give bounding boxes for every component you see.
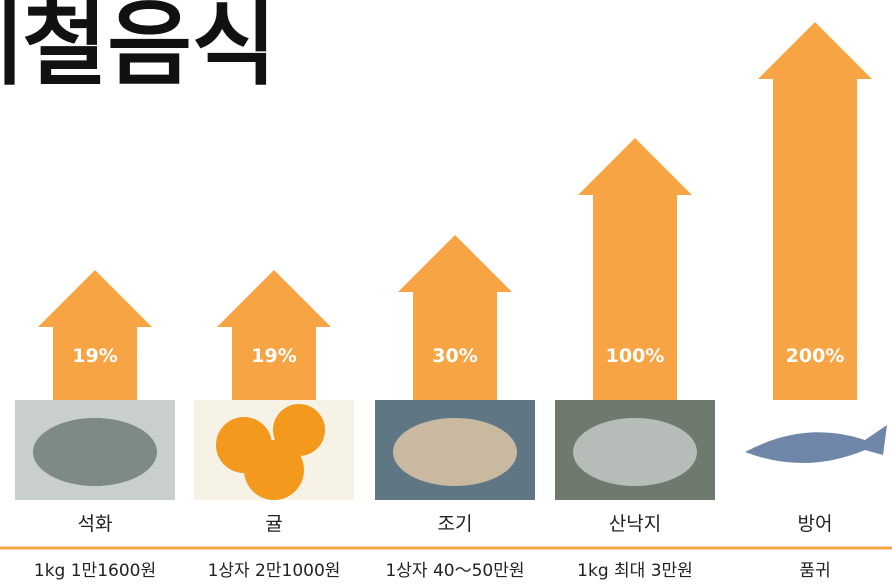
item-name: 방어 — [798, 513, 833, 535]
change-label: 19% — [72, 345, 117, 367]
item-name: 조기 — [438, 513, 473, 535]
arrow — [38, 270, 152, 400]
title: 제철음식 — [0, 0, 277, 98]
photo-detail — [393, 418, 517, 486]
change-label: 19% — [251, 345, 296, 367]
item-price: 1kg 최대 3만원 — [577, 561, 693, 581]
item-price: 1kg 1만1600원 — [34, 561, 156, 581]
change-label: 100% — [606, 345, 665, 367]
photo-detail — [33, 418, 157, 486]
arrow — [758, 22, 872, 400]
item-name: 석화 — [78, 513, 113, 535]
infographic: 제철음식 19% 석화 1kg 1만1600원 19% 귤 1상자 2만1000원 30% 조… — [0, 0, 892, 584]
change-label: 30% — [432, 345, 477, 367]
page: 제철음식 19% 석화 1kg 1만1600원 19% 귤 1상자 2만1000원 30% 조… — [0, 0, 892, 584]
item-price: 품귀 — [799, 561, 830, 581]
item-price: 1상자 40～50만원 — [385, 561, 524, 581]
item-name: 산낙지 — [609, 513, 661, 535]
item-price: 1상자 2만1000원 — [208, 561, 341, 581]
photo-detail — [244, 440, 304, 500]
arrow — [217, 270, 331, 400]
change-label: 200% — [786, 345, 845, 367]
arrow — [398, 235, 512, 400]
photo-detail — [573, 418, 697, 486]
item-name: 귤 — [265, 513, 282, 535]
